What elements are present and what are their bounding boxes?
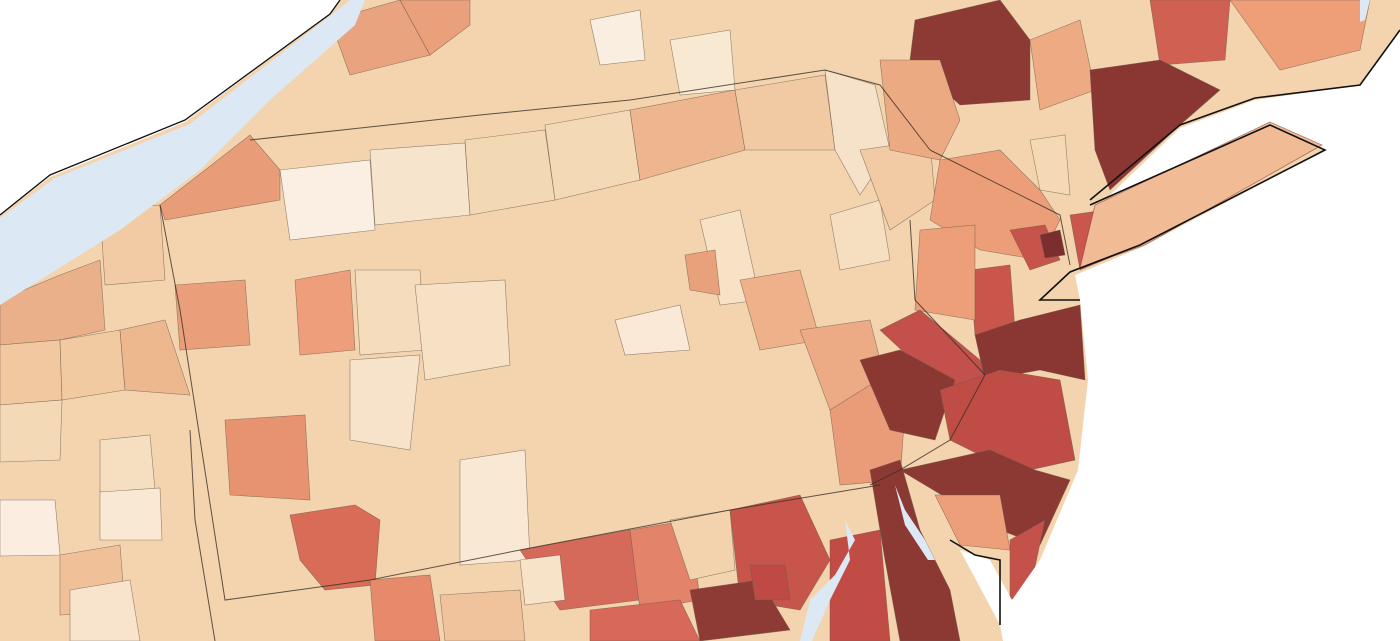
county [439,589,526,641]
lake-shore [0,0,365,305]
county [1149,0,1231,66]
western-counties [0,204,191,641]
county [99,487,163,541]
county [829,199,891,271]
southern-counties [369,494,891,641]
lake-outline [0,0,341,216]
county [0,399,63,463]
county [69,579,141,641]
river [895,485,935,560]
county [99,434,156,493]
county [684,249,721,296]
county [464,129,556,216]
county [869,459,961,641]
state-border [249,69,931,151]
county [1229,0,1371,71]
county [749,564,791,601]
county [589,9,646,66]
county [414,279,511,381]
county [59,329,126,401]
county [224,414,311,501]
state-border [869,219,986,486]
county [1039,229,1066,259]
state-border [159,204,881,601]
coast-outline [1037,124,1327,301]
county [119,319,191,396]
county [279,159,376,241]
county [589,599,701,641]
county [519,554,566,606]
county [349,354,421,451]
county [159,134,281,221]
county [294,269,356,356]
coast-outline [949,539,1001,625]
county [614,304,691,356]
county [829,529,891,641]
county [399,0,471,56]
county [0,259,106,346]
county [369,574,441,641]
ocean [960,30,1400,641]
county [914,224,976,321]
county [669,29,736,96]
county [0,499,61,557]
state-border [929,149,1071,266]
pennsylvania-counties [159,69,936,591]
bay [800,520,855,641]
water [1360,0,1370,22]
new-jersey-counties [859,149,1141,641]
county [354,269,426,356]
county [0,339,63,406]
county [879,59,961,161]
county [1029,134,1071,196]
state-border [189,429,216,641]
coast-outline [1089,29,1400,201]
county [459,449,531,566]
long-island [1079,121,1323,269]
county [369,142,471,226]
county [174,279,251,351]
